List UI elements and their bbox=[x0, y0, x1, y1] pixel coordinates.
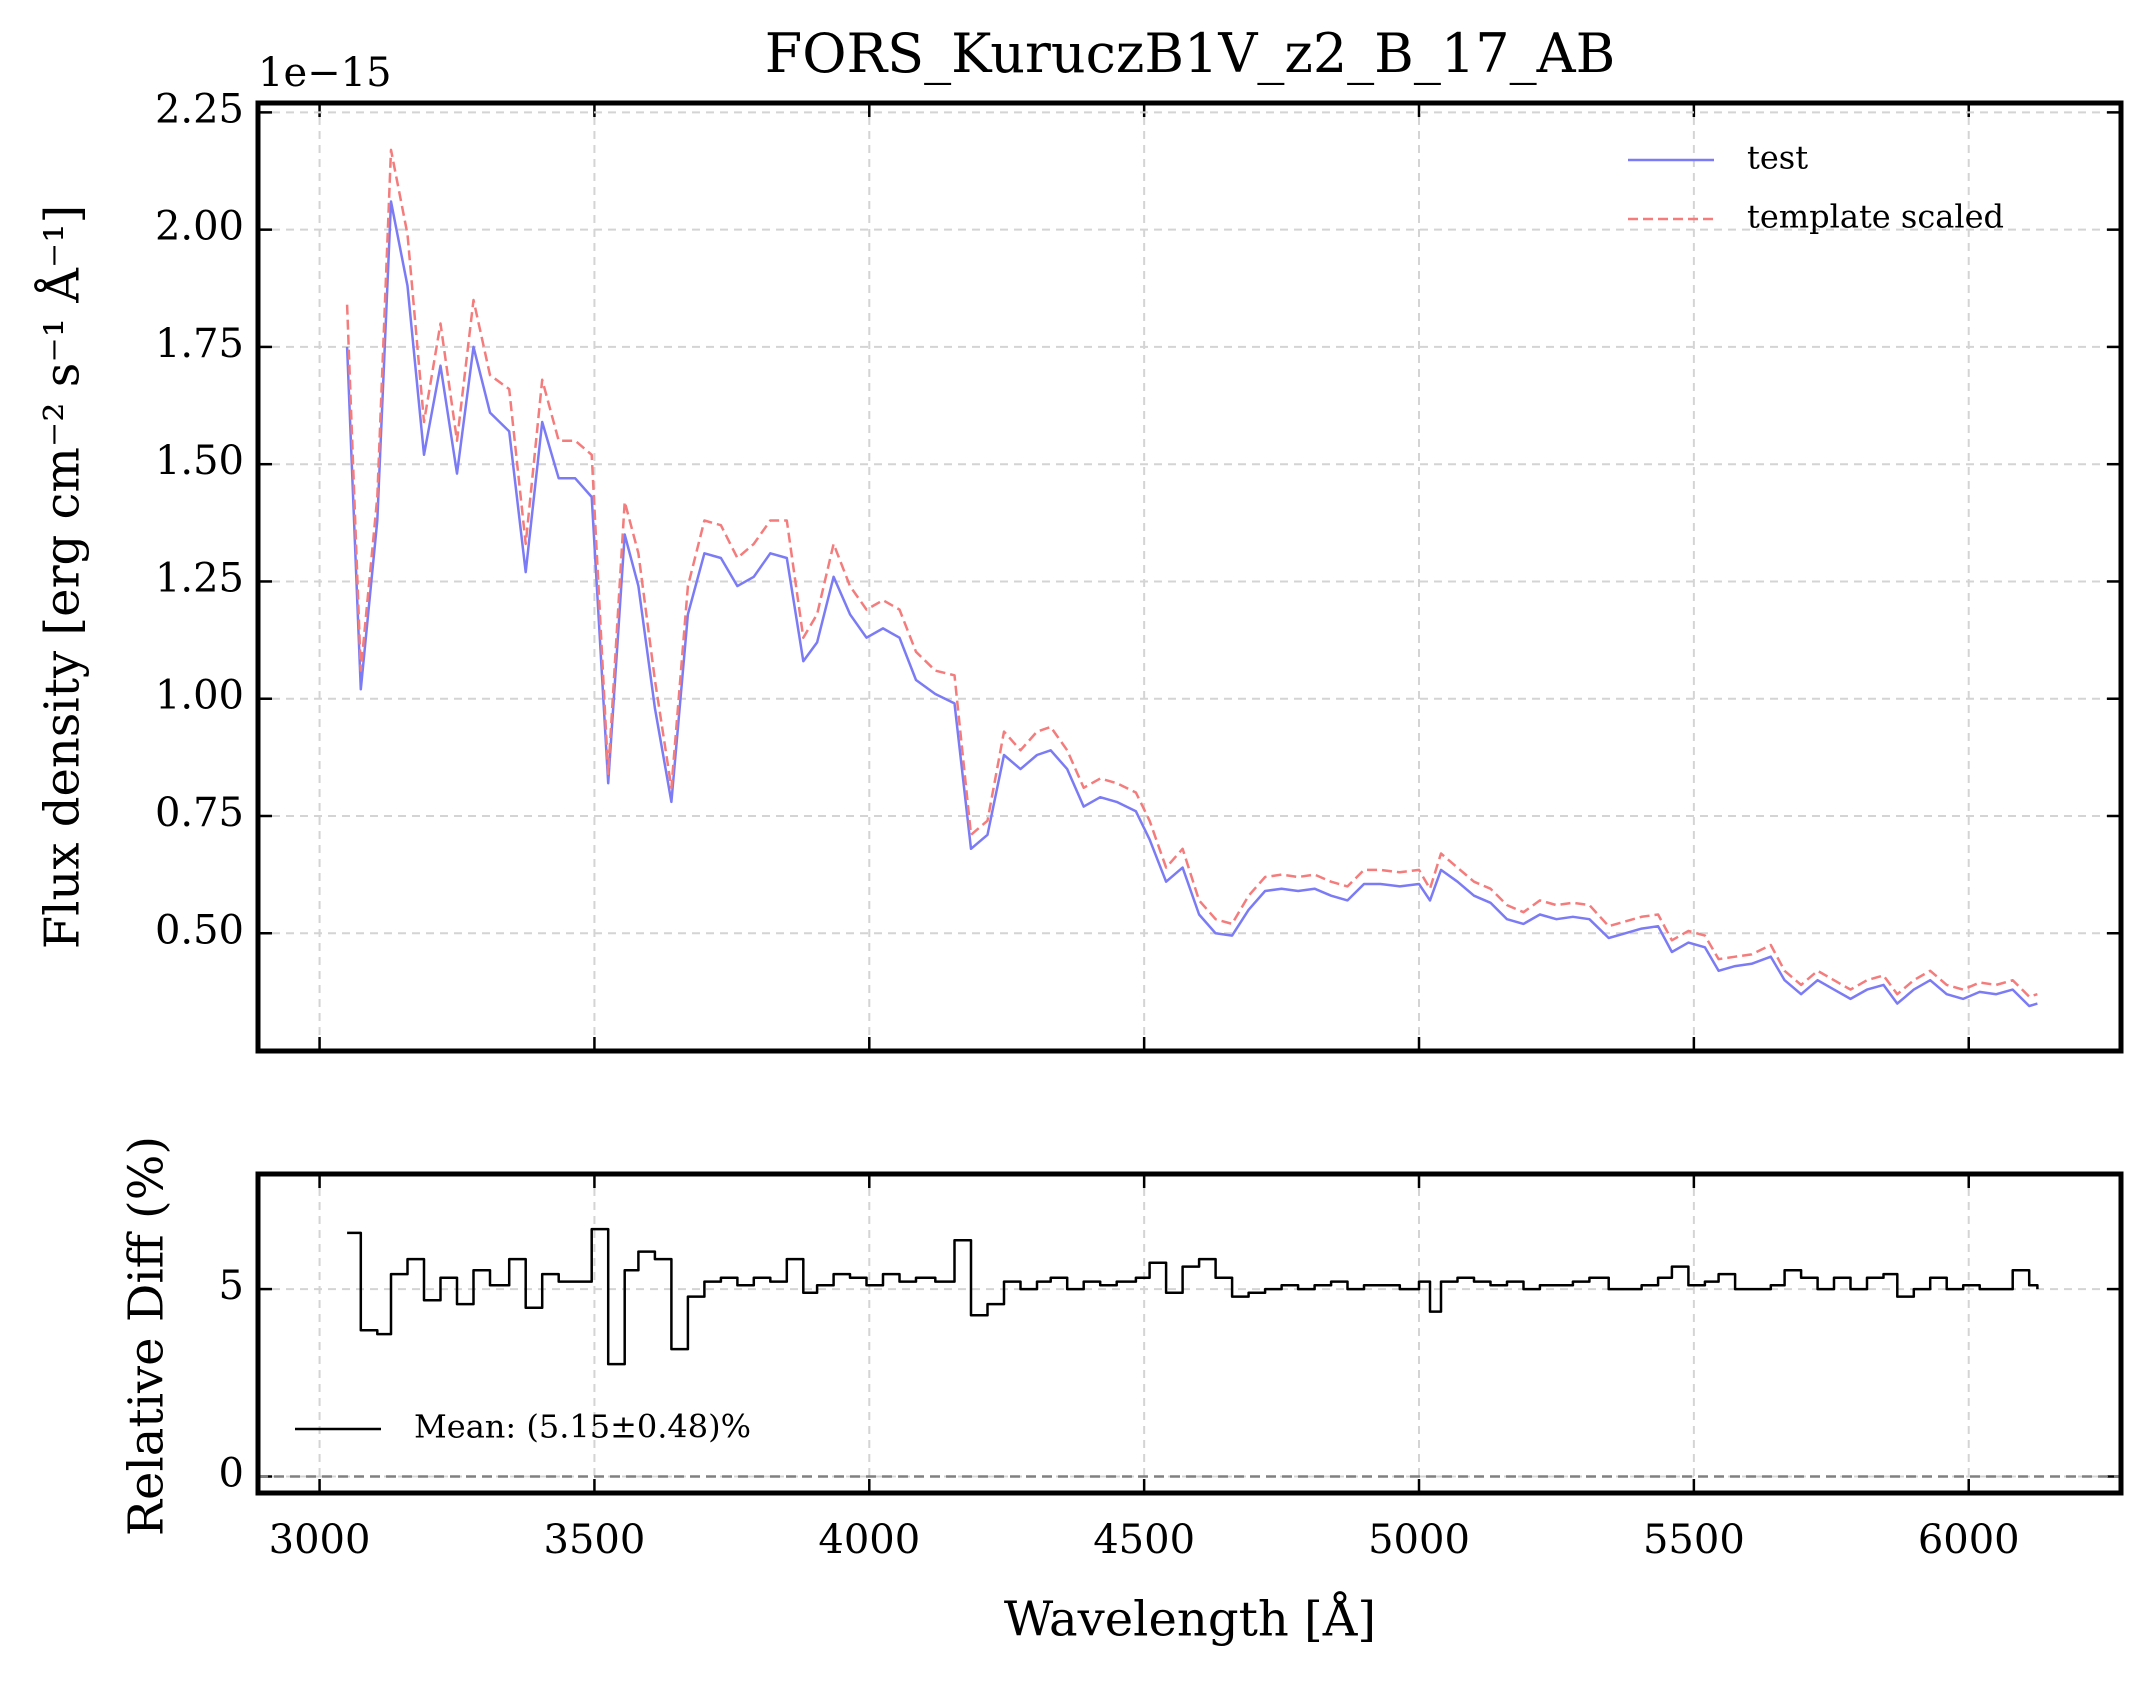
y-tick-label: 1.75 bbox=[155, 321, 244, 367]
legend-label: template scaled bbox=[1747, 198, 2004, 236]
x-axis-label: Wavelength [Å] bbox=[1004, 1591, 1376, 1648]
x-tick-label: 4500 bbox=[1093, 1517, 1195, 1563]
data-line bbox=[345, 200, 2038, 1008]
x-tick-label: 5000 bbox=[1368, 1517, 1470, 1563]
y-tick-label: 2.25 bbox=[155, 86, 244, 132]
chart-title: FORS_KuruczB1V_z2_B_17_AB bbox=[765, 22, 1616, 85]
y-tick-label: 1.00 bbox=[155, 673, 244, 719]
y-axis-label: Flux density [erg cm⁻² s⁻¹ Å⁻¹] bbox=[34, 205, 91, 949]
x-tick-label: 3500 bbox=[544, 1517, 646, 1563]
x-tick-label: 5500 bbox=[1643, 1517, 1745, 1563]
y-tick-label: 0 bbox=[219, 1451, 244, 1497]
offset-text: 1e−15 bbox=[258, 50, 392, 96]
y-tick-label: 0.50 bbox=[155, 907, 244, 953]
axes-frame bbox=[255, 1171, 2124, 1496]
x-tick-label: 3000 bbox=[269, 1517, 371, 1563]
y-tick-label: 2.00 bbox=[155, 204, 244, 250]
y-tick-label: 1.50 bbox=[155, 438, 244, 484]
data-line bbox=[347, 1227, 2039, 1366]
y-tick-label: 5 bbox=[219, 1263, 244, 1309]
y-tick-label: 1.25 bbox=[155, 555, 244, 601]
legend-label: Mean: (5.15±0.48)% bbox=[414, 1408, 751, 1446]
x-tick-label: 6000 bbox=[1918, 1517, 2020, 1563]
data-line bbox=[345, 148, 2038, 998]
legend-label: test bbox=[1747, 139, 1808, 177]
y-axis-label: Relative Diff (%) bbox=[119, 1136, 175, 1536]
x-tick-label: 4000 bbox=[818, 1517, 920, 1563]
y-tick-label: 0.75 bbox=[155, 790, 244, 836]
axes-frame bbox=[255, 100, 2124, 1054]
